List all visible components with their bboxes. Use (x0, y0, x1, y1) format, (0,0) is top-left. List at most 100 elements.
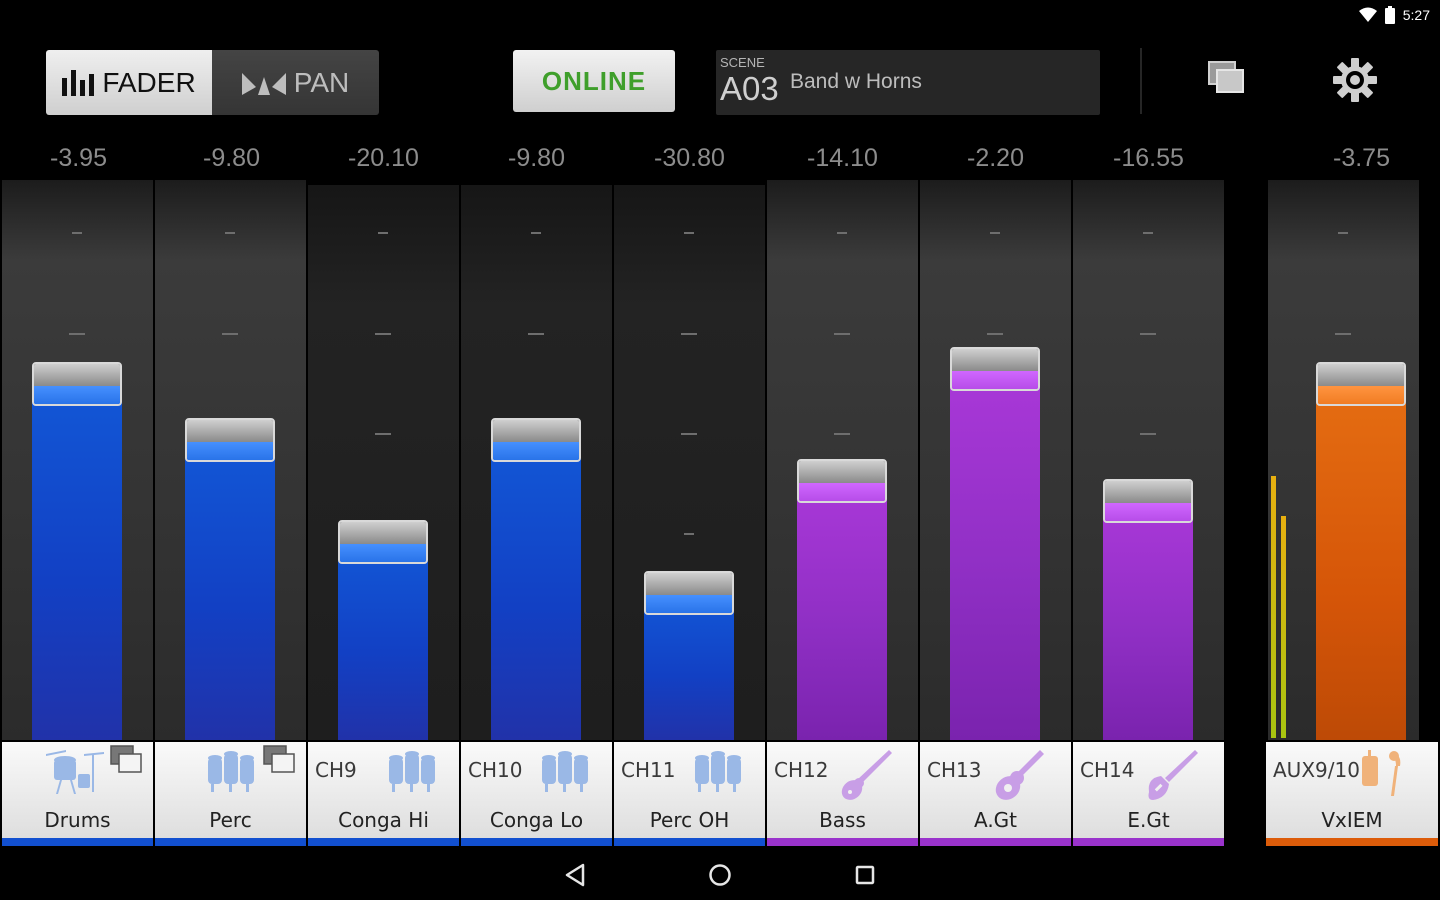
status-icons: 5:27 (1358, 6, 1430, 24)
fader-knob[interactable] (338, 520, 428, 564)
tab-pan-label: PAN (293, 66, 350, 98)
fader-knob[interactable] (1103, 479, 1193, 523)
overlapping-windows-icon (1208, 61, 1244, 93)
fader-scale-tick (837, 232, 847, 234)
channel-color-bar (614, 838, 765, 846)
recents-square-icon (855, 865, 875, 885)
fader-strip[interactable] (2, 180, 153, 740)
fader-level-bar (185, 418, 275, 740)
channel-color-bar (767, 838, 918, 846)
fader-strip[interactable] (308, 185, 459, 740)
fader-knob[interactable] (797, 459, 887, 503)
channel-name: A.Gt (973, 808, 1018, 832)
acoustic-guitar-icon (990, 748, 1046, 808)
channel-name-plate[interactable]: Drums (2, 742, 153, 838)
channel-name-plate[interactable]: CH11 Perc OH (614, 742, 765, 838)
header-divider (1140, 48, 1142, 114)
fader-strip[interactable] (1073, 180, 1224, 740)
fader-level-bar (1316, 362, 1406, 740)
channel-name: Conga Lo (489, 808, 584, 832)
fader-knob[interactable] (32, 362, 122, 406)
home-circle-icon (709, 864, 731, 886)
recents-button[interactable] (850, 860, 880, 890)
channel-name-plate[interactable]: CH10 Conga Lo (461, 742, 612, 838)
online-button[interactable]: ONLINE (513, 50, 675, 112)
channel-name-plate[interactable]: CH13 A.Gt (920, 742, 1071, 838)
fader-scale-tick (69, 333, 85, 335)
level-meter (1281, 516, 1286, 738)
channel-name-plate[interactable]: CH14 E.Gt (1073, 742, 1224, 838)
in-ear-monitor-icon (1354, 748, 1410, 804)
channel-name: Perc (209, 808, 252, 832)
channel-color-bar (920, 838, 1071, 846)
channel-color-bar (308, 838, 459, 846)
fader-value: -16.55 (1113, 144, 1184, 172)
fader-scale-tick (987, 333, 1003, 335)
fader-scale-tick (834, 433, 850, 435)
fader-strip[interactable] (155, 180, 306, 740)
level-meter (1271, 476, 1276, 738)
channel-id: CH10 (468, 758, 523, 782)
channel-name: Conga Hi (338, 808, 429, 832)
fader-strip[interactable] (614, 185, 765, 740)
home-button[interactable] (705, 860, 735, 890)
fader-value: -2.20 (967, 144, 1024, 172)
fader-scale-tick (1140, 333, 1156, 335)
fader-strip[interactable] (1268, 180, 1419, 740)
scene-number: A03 (720, 70, 779, 107)
channel-name-plate[interactable]: CH9 Conga Hi (308, 742, 459, 838)
scene-name: Band w Horns (790, 70, 922, 93)
channel-name-plate[interactable]: AUX9/10 VxIEM (1266, 742, 1438, 838)
fader-scale-tick (684, 232, 694, 234)
electric-guitar-icon (1143, 748, 1199, 808)
percussion-icon (539, 748, 589, 798)
fader-strip[interactable] (461, 185, 612, 740)
drumkit-icon (46, 748, 106, 802)
channel-color-bar (155, 838, 306, 846)
channel-color-bar (2, 838, 153, 846)
channel-name-plate[interactable]: Perc (155, 742, 306, 838)
channel-name: Bass (819, 808, 866, 832)
fader-knob[interactable] (1316, 362, 1406, 406)
channel-color-bar (1073, 838, 1224, 846)
channel-name: E.Gt (1127, 808, 1170, 832)
fader-scale-tick (990, 232, 1000, 234)
channel-id: CH11 (621, 758, 676, 782)
fader-scale-tick (1338, 232, 1348, 234)
fader-level-bar (1103, 479, 1193, 740)
bass-guitar-icon (837, 748, 893, 808)
fader-value: -9.80 (203, 144, 260, 172)
wifi-icon (1358, 7, 1377, 22)
fader-knob[interactable] (185, 418, 275, 462)
channel-id: CH13 (927, 758, 982, 782)
fader-strip[interactable] (767, 180, 918, 740)
fader-scale-tick (225, 232, 235, 234)
fader-knob[interactable] (644, 571, 734, 615)
fader-knob[interactable] (950, 347, 1040, 391)
channel-id: CH9 (315, 758, 357, 782)
tab-fader[interactable]: FADER (46, 50, 212, 115)
tab-pan[interactable]: PAN (212, 50, 379, 115)
channel-name: Perc OH (649, 808, 730, 832)
fader-value: -30.80 (654, 144, 725, 172)
fader-value: -3.95 (50, 144, 107, 172)
scene-display[interactable]: SCENE A03 Band w Horns (716, 50, 1100, 115)
fader-strip[interactable] (920, 180, 1071, 740)
percussion-icon (386, 748, 436, 798)
percussion-icon (692, 748, 742, 798)
channel-color-bar (461, 838, 612, 846)
settings-button[interactable] (1330, 55, 1380, 105)
gear-icon (1333, 58, 1377, 102)
channel-name-plate[interactable]: CH12 Bass (767, 742, 918, 838)
fader-scale-tick (528, 333, 544, 335)
scene-caption: SCENE (720, 55, 765, 70)
fader-scale-tick (681, 333, 697, 335)
channel-color-bar (1266, 838, 1438, 846)
tab-fader-label: FADER (102, 66, 196, 98)
back-button[interactable] (561, 860, 591, 890)
fader-level-bar (491, 418, 581, 740)
fader-scale-tick (1143, 232, 1153, 234)
fader-knob[interactable] (491, 418, 581, 462)
window-toggle-button[interactable] (1203, 56, 1251, 100)
fader-level-bar (338, 520, 428, 740)
